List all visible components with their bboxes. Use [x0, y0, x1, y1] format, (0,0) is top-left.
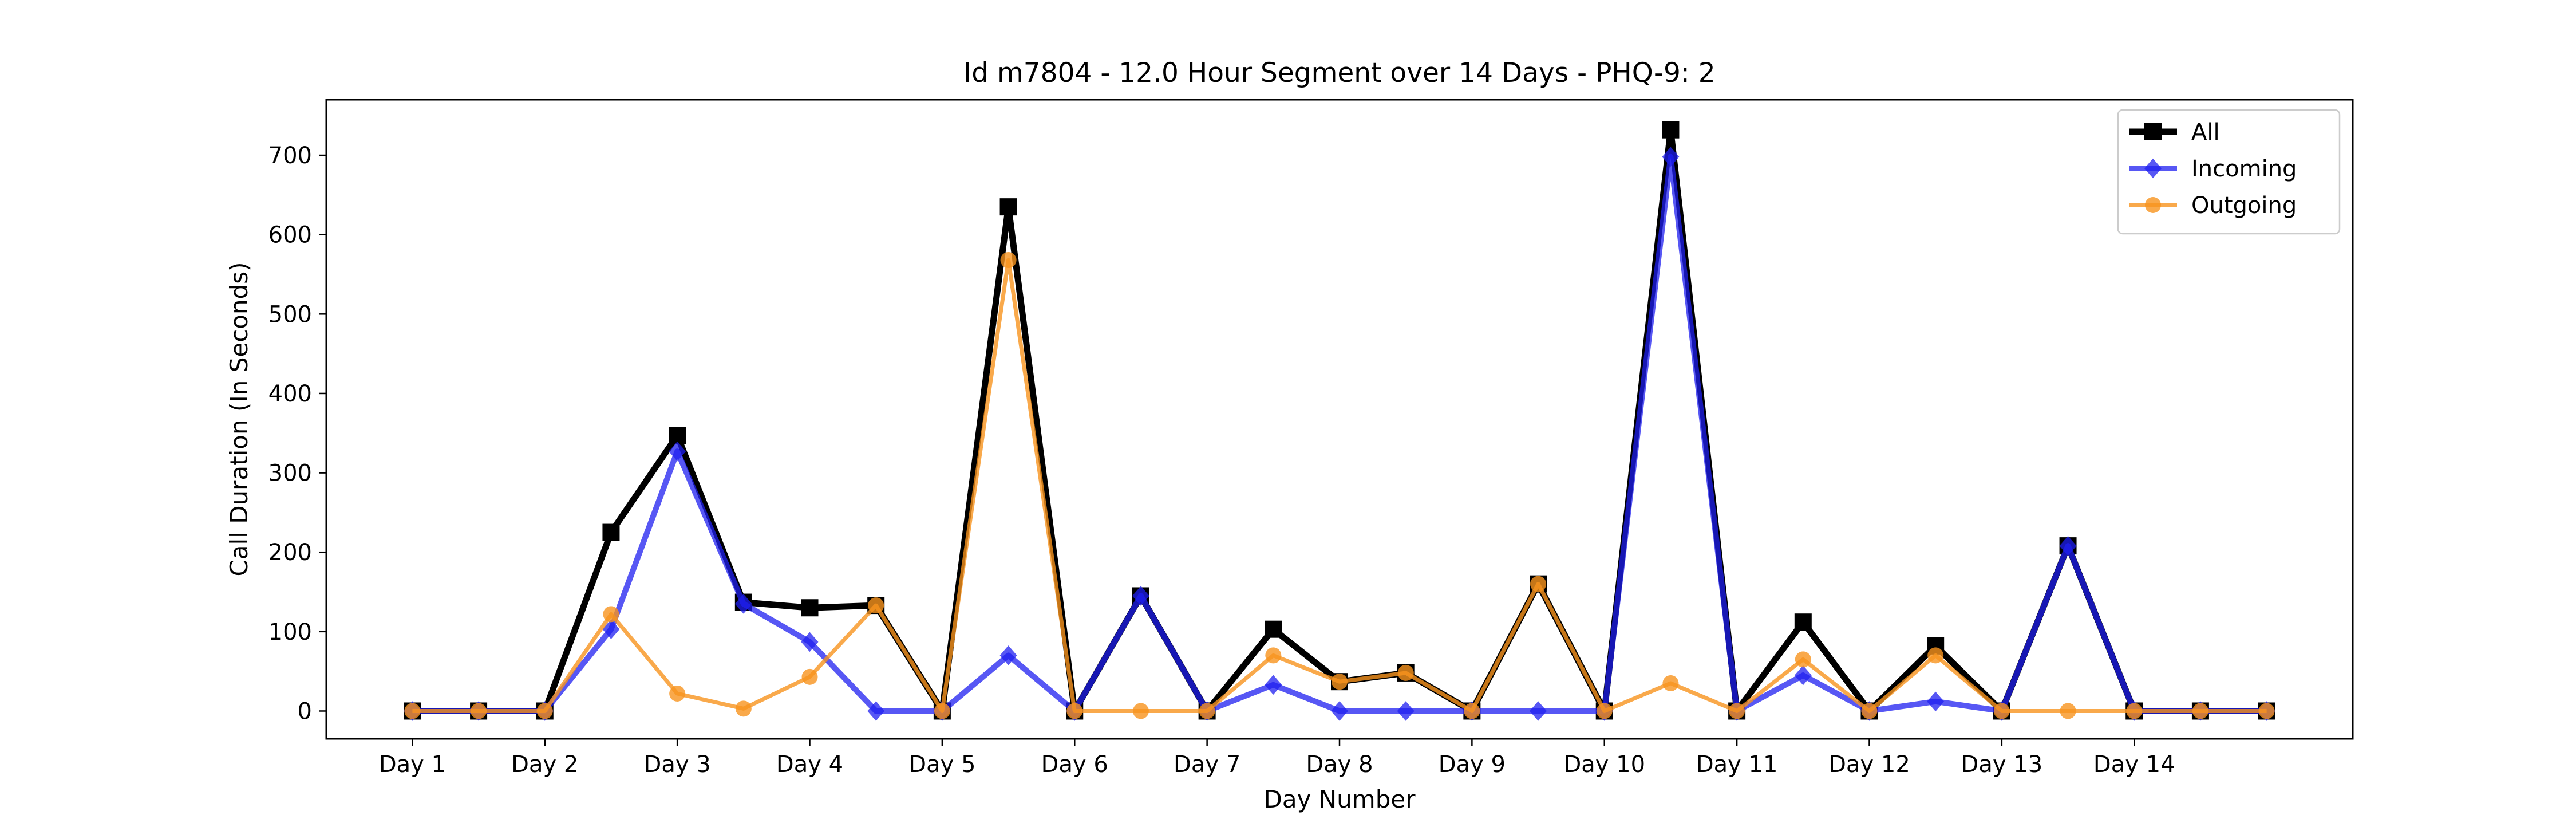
x-tick-label: Day 4 [776, 751, 843, 778]
data-point [1265, 647, 1282, 664]
axis-ticks: 0 100 200 300 400 500 600 700 Day 1 Day 2 Day 3 Day… [268, 143, 2175, 778]
data-point [734, 594, 752, 614]
data-point [669, 441, 686, 462]
data-point [1530, 576, 1547, 592]
legend-marker [2145, 197, 2161, 213]
x-tick-label: Day 2 [511, 751, 578, 778]
legend-marker [2144, 158, 2162, 179]
y-tick-label: 100 [268, 619, 312, 645]
chart-title: Id m7804 - 12.0 Hour Segment over 14 Day… [963, 57, 1715, 89]
data-point [1199, 703, 1215, 719]
legend-box [2117, 109, 2341, 235]
legend-label: All [2191, 119, 2220, 145]
y-tick-label: 700 [268, 143, 312, 169]
data-point [801, 599, 819, 617]
y-axis-label: Call Duration (In Seconds) [225, 262, 253, 576]
data-point [801, 632, 819, 652]
plot-area-frame [325, 99, 2354, 740]
data-point [1331, 701, 1348, 721]
y-tick-label: 200 [268, 539, 312, 566]
data-point [1132, 703, 1149, 719]
y-tick-label: 500 [268, 301, 312, 328]
data-point [1993, 703, 2010, 719]
data-point [1066, 703, 1083, 719]
legend-entry: Incoming [2129, 156, 2297, 182]
data-point [471, 703, 487, 719]
x-tick-label: Day 9 [1439, 751, 1506, 778]
x-tick-label: Day 11 [1696, 751, 1778, 778]
legend-entry: All [2129, 119, 2220, 145]
series-line [412, 127, 2267, 714]
data-point [1662, 675, 1679, 691]
legend: All Incoming Outgoing [2117, 109, 2341, 235]
y-tick-label: 400 [268, 381, 312, 407]
legend-entry: Outgoing [2129, 192, 2297, 219]
data-point [2258, 703, 2275, 719]
data-point [1265, 620, 1282, 638]
x-axis-label: Day Number [1263, 785, 1416, 813]
y-tick-label: 0 [298, 698, 312, 724]
series-line [412, 153, 2267, 714]
x-tick-label: Day 3 [644, 751, 711, 778]
x-tick-label: Day 12 [1828, 751, 1910, 778]
series-layer [404, 121, 2275, 721]
data-point [801, 668, 818, 685]
data-point [1265, 675, 1282, 695]
data-point [1794, 665, 1812, 686]
x-tick-label: Day 10 [1563, 751, 1645, 778]
x-tick-label: Day 14 [2093, 751, 2175, 778]
data-point [1397, 701, 1415, 721]
data-point [2060, 703, 2076, 719]
legend-label: Outgoing [2191, 192, 2297, 219]
data-point [602, 523, 620, 541]
data-point [1662, 147, 1680, 167]
x-tick-label: Day 5 [908, 751, 975, 778]
data-point [1132, 586, 1149, 606]
series-outgoing [404, 252, 2275, 719]
data-point [868, 597, 884, 614]
legend-marker [2144, 123, 2162, 140]
data-point [1795, 651, 1811, 668]
data-point [1332, 674, 1348, 690]
legend-label: Incoming [2191, 156, 2297, 182]
x-tick-label: Day 6 [1041, 751, 1108, 778]
data-point [999, 645, 1017, 665]
data-point [602, 619, 620, 639]
data-point [999, 198, 1017, 216]
x-tick-label: Day 1 [379, 751, 446, 778]
y-tick-label: 300 [268, 460, 312, 487]
data-point [2059, 535, 2077, 556]
data-point [1662, 121, 1680, 139]
x-tick-label: Day 7 [1174, 751, 1240, 778]
data-point [735, 700, 752, 717]
x-tick-label: Day 8 [1306, 751, 1373, 778]
series-all [404, 121, 2275, 720]
data-point [1464, 703, 1480, 719]
data-point [1927, 647, 1944, 664]
data-point [2192, 703, 2208, 719]
data-point [2126, 703, 2143, 719]
data-point [669, 685, 686, 702]
data-point [867, 701, 885, 721]
data-point [1729, 703, 1745, 719]
data-point [1530, 701, 1547, 721]
y-tick-label: 600 [268, 222, 312, 249]
data-point [1596, 703, 1613, 719]
x-tick-label: Day 13 [1961, 751, 2043, 778]
data-point [1397, 664, 1414, 681]
data-point [669, 427, 686, 444]
data-point [1861, 703, 1878, 719]
data-point [1794, 613, 1812, 631]
data-point [934, 703, 950, 719]
data-point [1000, 252, 1017, 269]
data-point [404, 703, 421, 719]
data-point [1927, 691, 1945, 712]
data-point [536, 703, 553, 719]
data-point [603, 606, 619, 623]
